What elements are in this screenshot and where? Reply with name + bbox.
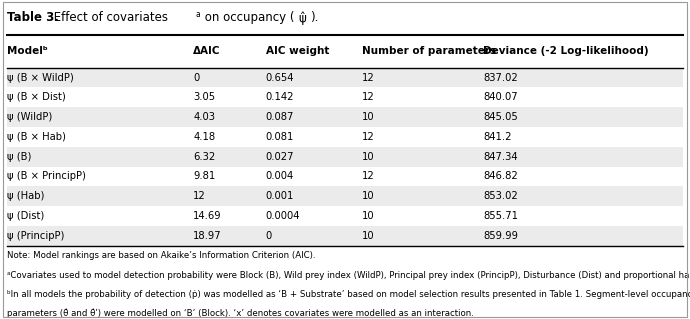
- Text: Effect of covariates: Effect of covariates: [50, 11, 168, 24]
- Text: ψ (B × Dist): ψ (B × Dist): [7, 92, 66, 102]
- Text: 0.027: 0.027: [266, 152, 294, 162]
- Text: 3.05: 3.05: [193, 92, 215, 102]
- Text: 10: 10: [362, 152, 375, 162]
- Text: Table 3.: Table 3.: [7, 11, 59, 24]
- Text: ψ (B × Hab): ψ (B × Hab): [7, 132, 66, 142]
- Text: 10: 10: [362, 211, 375, 221]
- Bar: [7, 167, 683, 186]
- Text: 840.07: 840.07: [483, 92, 518, 102]
- Text: 0: 0: [193, 72, 199, 83]
- Text: 10: 10: [362, 191, 375, 201]
- Text: ψ (PrincipP): ψ (PrincipP): [7, 231, 64, 241]
- Text: 4.03: 4.03: [193, 112, 215, 122]
- Bar: [7, 206, 683, 226]
- Text: on occupancy (: on occupancy (: [201, 11, 295, 24]
- Text: ᵃCovariates used to model detection probability were Block (B), Wild prey index : ᵃCovariates used to model detection prob…: [7, 271, 690, 279]
- Text: 12: 12: [362, 72, 375, 83]
- Text: 853.02: 853.02: [483, 191, 518, 201]
- Text: ).: ).: [310, 11, 319, 24]
- Text: 847.34: 847.34: [483, 152, 518, 162]
- Text: 10: 10: [362, 231, 375, 241]
- Text: 855.71: 855.71: [483, 211, 518, 221]
- Text: 0.004: 0.004: [266, 171, 294, 182]
- Text: ψ (B): ψ (B): [7, 152, 31, 162]
- Bar: [7, 87, 683, 107]
- Text: 12: 12: [193, 191, 206, 201]
- Text: 4.18: 4.18: [193, 132, 215, 142]
- Bar: [7, 147, 683, 167]
- Text: ΔAIC: ΔAIC: [193, 46, 221, 56]
- Text: 837.02: 837.02: [483, 72, 518, 83]
- Text: 0.0004: 0.0004: [266, 211, 300, 221]
- Text: ψ (B × PrincipP): ψ (B × PrincipP): [7, 171, 86, 182]
- Bar: [7, 127, 683, 147]
- Bar: [7, 107, 683, 127]
- Text: a: a: [195, 10, 200, 19]
- Text: Number of parameters: Number of parameters: [362, 46, 496, 56]
- Text: ψ (Dist): ψ (Dist): [7, 211, 44, 221]
- Bar: [7, 68, 683, 87]
- Text: 12: 12: [362, 171, 375, 182]
- Text: 846.82: 846.82: [483, 171, 518, 182]
- Text: 0.081: 0.081: [266, 132, 294, 142]
- Text: parameters (θ̂ and θ̂ʹ) were modelled on ‘B’ (Block). ‘x’ denotes covariates wer: parameters (θ̂ and θ̂ʹ) were modelled on…: [7, 309, 474, 318]
- Text: 845.05: 845.05: [483, 112, 518, 122]
- Text: 12: 12: [362, 132, 375, 142]
- Text: ψ (Hab): ψ (Hab): [7, 191, 44, 201]
- Text: AIC weight: AIC weight: [266, 46, 329, 56]
- Text: ᵇIn all models the probability of detection (ṗ) was modelled as ‘B + Substrate’ : ᵇIn all models the probability of detect…: [7, 290, 690, 299]
- Text: ψ (WildP): ψ (WildP): [7, 112, 52, 122]
- Text: 12: 12: [362, 92, 375, 102]
- Text: 18.97: 18.97: [193, 231, 221, 241]
- Text: Deviance (-2 Log-likelihood): Deviance (-2 Log-likelihood): [483, 46, 649, 56]
- Text: Note: Model rankings are based on Akaike’s Information Criterion (AIC).: Note: Model rankings are based on Akaike…: [7, 251, 315, 260]
- Text: ψ (B × WildP): ψ (B × WildP): [7, 72, 74, 83]
- Text: Modelᵇ: Modelᵇ: [7, 46, 48, 56]
- Text: 6.32: 6.32: [193, 152, 215, 162]
- Text: 0.001: 0.001: [266, 191, 294, 201]
- Bar: [7, 186, 683, 206]
- Text: ψ̂: ψ̂: [298, 11, 306, 25]
- Text: 10: 10: [362, 112, 375, 122]
- Text: 14.69: 14.69: [193, 211, 221, 221]
- Text: 0: 0: [266, 231, 272, 241]
- Text: 841.2: 841.2: [483, 132, 511, 142]
- Text: 0.087: 0.087: [266, 112, 294, 122]
- Text: 9.81: 9.81: [193, 171, 215, 182]
- Bar: [7, 226, 683, 246]
- Text: 859.99: 859.99: [483, 231, 518, 241]
- Text: 0.654: 0.654: [266, 72, 294, 83]
- Text: 0.142: 0.142: [266, 92, 294, 102]
